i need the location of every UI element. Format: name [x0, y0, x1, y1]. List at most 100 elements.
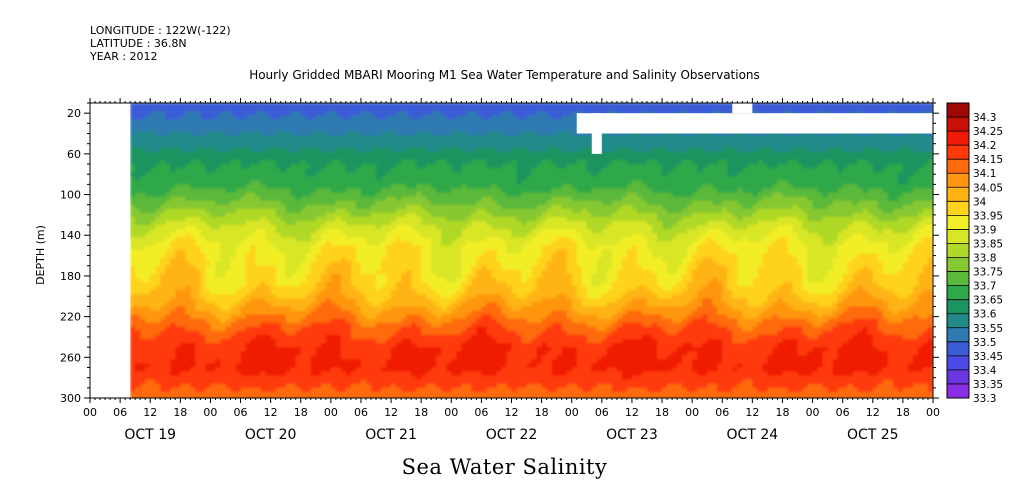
salinity-cell [376, 237, 382, 242]
salinity-cell [355, 107, 362, 112]
salinity-cell [245, 192, 252, 198]
salinity-cell [371, 192, 377, 198]
salinity-cell [295, 286, 302, 291]
salinity-cell [345, 176, 352, 181]
salinity-cell [436, 103, 442, 108]
salinity-cell [180, 225, 186, 230]
salinity-cell [190, 200, 196, 206]
salinity-cell [155, 269, 161, 275]
salinity-cell [290, 204, 297, 210]
salinity-cell [371, 347, 377, 352]
salinity-cell [340, 347, 347, 352]
salinity-cell [195, 282, 201, 287]
salinity-cell [431, 298, 437, 303]
salinity-cell [421, 155, 427, 161]
salinity-cell [300, 115, 307, 120]
salinity-cell [330, 135, 337, 141]
salinity-cell [355, 184, 362, 190]
salinity-cell [406, 107, 412, 112]
salinity-cell [185, 216, 191, 222]
salinity-cell [140, 208, 146, 214]
salinity-cell [190, 347, 196, 352]
salinity-cell [401, 188, 407, 194]
salinity-cell [446, 318, 452, 324]
salinity-cell [170, 322, 176, 328]
salinity-cell [135, 339, 141, 344]
salinity-cell [396, 347, 402, 352]
salinity-cell [165, 253, 171, 259]
salinity-cell [381, 172, 387, 177]
salinity-cell [200, 359, 207, 365]
salinity-cell [140, 151, 146, 157]
salinity-cell [290, 322, 297, 328]
salinity-cell [335, 257, 342, 263]
salinity-cell [255, 176, 262, 181]
salinity-cell [180, 237, 186, 242]
salinity-cell [175, 103, 181, 108]
salinity-cell [215, 302, 222, 308]
salinity-cell [195, 127, 201, 133]
salinity-cell [310, 395, 317, 398]
salinity-cell [140, 359, 146, 365]
salinity-cell [210, 245, 217, 251]
salinity-cell [446, 310, 452, 316]
salinity-cell [441, 339, 447, 344]
salinity-cell [240, 164, 247, 169]
salinity-cell [205, 269, 212, 275]
salinity-cell [335, 221, 342, 226]
salinity-cell [190, 103, 196, 108]
salinity-cell [165, 135, 171, 141]
salinity-cell [320, 249, 327, 255]
salinity-cell [305, 294, 312, 299]
salinity-cell [135, 139, 141, 145]
salinity-cell [175, 237, 181, 242]
salinity-cell [200, 212, 207, 218]
salinity-cell [155, 233, 161, 238]
salinity-cell [320, 168, 327, 173]
salinity-cell [280, 298, 287, 303]
salinity-cell [355, 302, 362, 308]
salinity-cell [220, 363, 227, 369]
salinity-cell [376, 188, 382, 194]
salinity-cell [285, 387, 292, 393]
salinity-cell [456, 135, 462, 141]
salinity-cell [401, 334, 407, 340]
salinity-cell [130, 131, 136, 137]
salinity-cell [426, 135, 432, 141]
salinity-cell [305, 233, 312, 238]
salinity-cell [441, 383, 447, 389]
salinity-cell [426, 298, 432, 303]
salinity-cell [250, 310, 257, 316]
salinity-cell [431, 277, 437, 283]
salinity-cell [411, 322, 417, 328]
salinity-cell [340, 249, 347, 255]
salinity-cell [381, 192, 387, 198]
salinity-cell [155, 367, 161, 373]
salinity-cell [431, 192, 437, 198]
salinity-cell [205, 135, 212, 141]
salinity-cell [210, 314, 217, 320]
salinity-cell [386, 123, 392, 129]
salinity-cell [371, 119, 377, 124]
salinity-cell [340, 318, 347, 324]
salinity-cell [431, 286, 437, 291]
salinity-cell [130, 391, 136, 397]
salinity-cell [280, 221, 287, 226]
salinity-cell [275, 245, 282, 251]
salinity-cell [200, 172, 207, 177]
salinity-cell [150, 119, 156, 124]
salinity-cell [401, 253, 407, 259]
salinity-cell [376, 363, 382, 369]
salinity-cell [456, 245, 462, 251]
salinity-cell [456, 298, 462, 303]
salinity-cell [461, 119, 467, 124]
salinity-cell [140, 245, 146, 251]
salinity-cell [406, 363, 412, 369]
salinity-cell [365, 282, 372, 287]
salinity-cell [295, 261, 302, 267]
salinity-cell [265, 237, 272, 242]
salinity-cell [365, 261, 372, 267]
salinity-cell [411, 233, 417, 238]
salinity-cell [270, 310, 277, 316]
salinity-cell [150, 159, 156, 165]
